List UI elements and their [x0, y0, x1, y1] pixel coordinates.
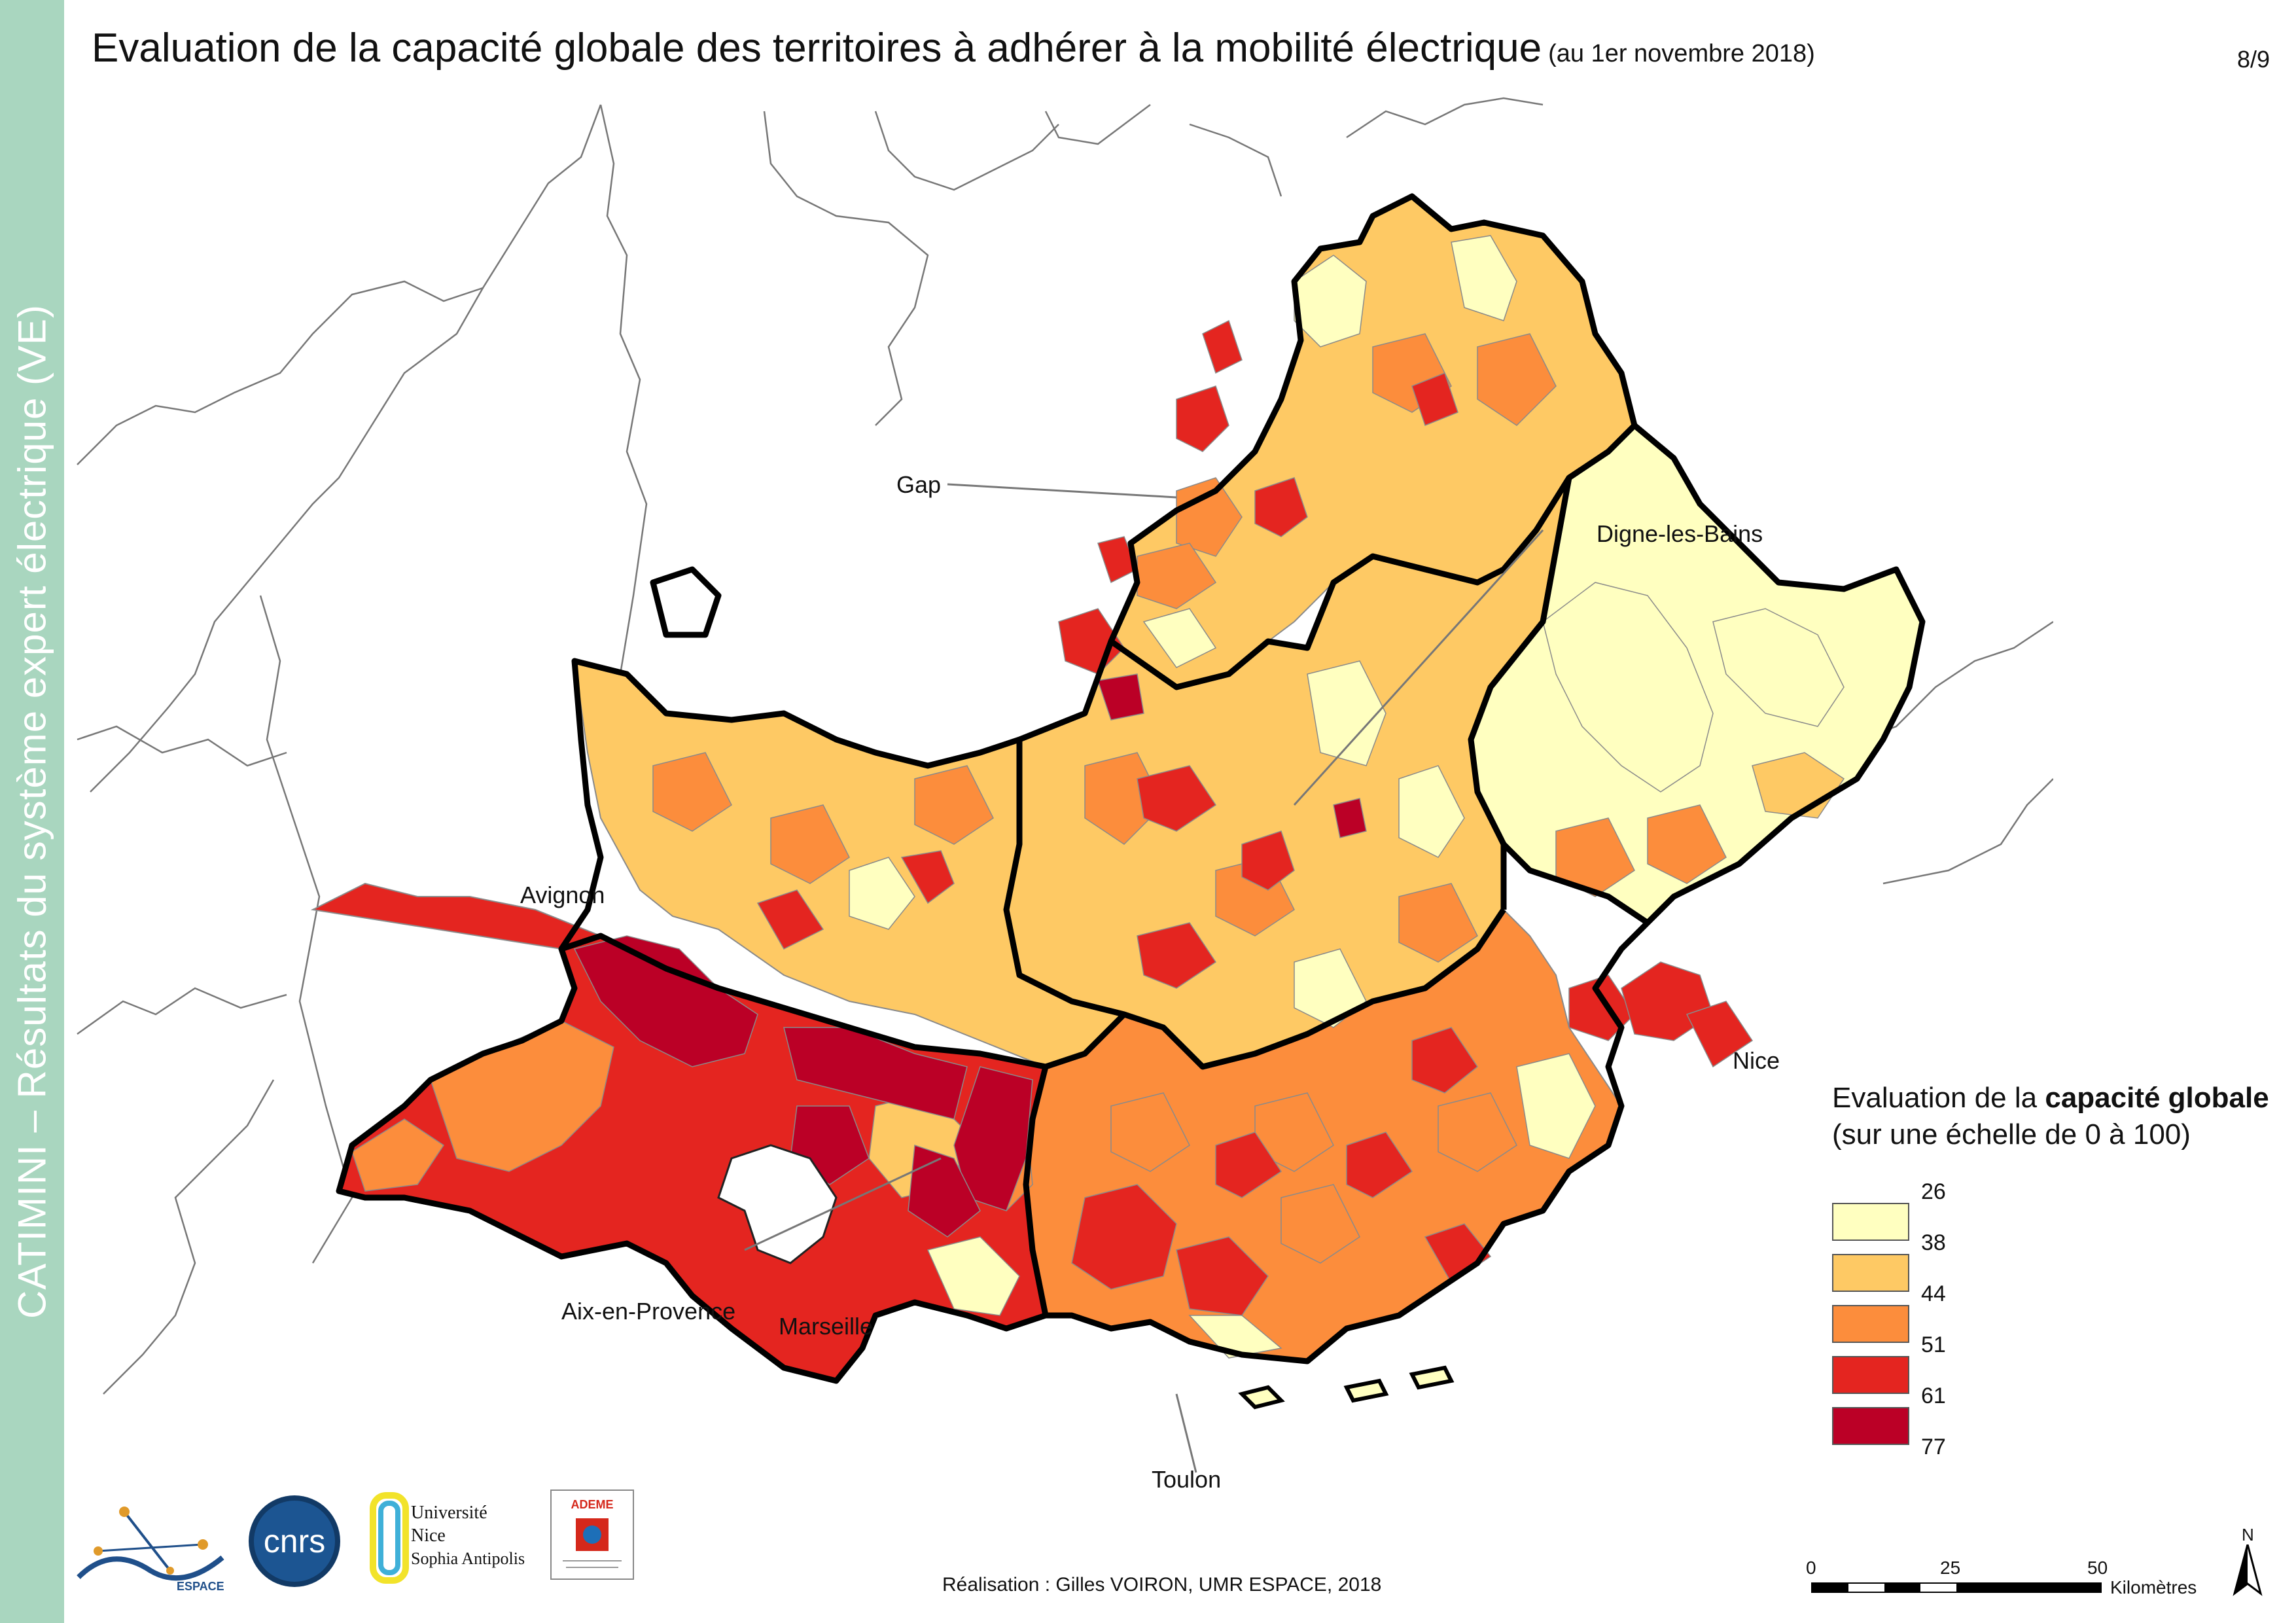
legend-swatch-2 [1832, 1254, 1909, 1292]
legend-break-1: 26 [1921, 1179, 1946, 1204]
background-boundaries [77, 97, 2053, 1395]
legend-swatch-4 [1832, 1356, 1909, 1394]
legend-swatch-3 [1832, 1305, 1909, 1343]
city-label-avignon: Avignon [520, 882, 605, 908]
city-label-nice: Nice [1733, 1047, 1780, 1074]
islands [1238, 1365, 1455, 1410]
unice-logo-line1: Université [411, 1503, 487, 1523]
legend-title-bold: capacité globale [2045, 1082, 2269, 1114]
scale-tick-0: 0 [1806, 1558, 1816, 1578]
commune-patches [351, 235, 1845, 1359]
page-number: 8/9 [2236, 46, 2270, 73]
legend-break-4: 51 [1921, 1332, 1946, 1357]
sidebar-band: CATIMINI – Résultats du système expert é… [0, 0, 64, 1623]
etang-de-berre [717, 1144, 838, 1264]
map-legend: Evaluation de la capacité globale (sur u… [1832, 1080, 2269, 1459]
legend-subtitle: (sur une échelle de 0 à 100) [1832, 1118, 2191, 1150]
department-boundaries [336, 193, 1926, 1384]
legend-title: Evaluation de la capacité globale [1832, 1082, 2269, 1114]
cnrs-logo: cnrs [249, 1495, 340, 1587]
legend-swatch-5 [1832, 1407, 1909, 1445]
espace-logo: ESPACE [77, 1507, 224, 1593]
unice-logo-line3: Sophia Antipolis [411, 1549, 525, 1568]
espace-logo-text: ESPACE [177, 1580, 224, 1593]
ademe-logo-text: ADEME [571, 1498, 613, 1511]
legend-swatch-1 [1832, 1203, 1909, 1241]
city-label-gap: Gap [896, 471, 942, 498]
legend-break-5: 61 [1921, 1383, 1946, 1408]
legend-break-6: 77 [1921, 1435, 1946, 1459]
city-label-digne: Digne-les-Bains [1597, 520, 1763, 547]
city-label-aix: Aix-en-Provence [561, 1298, 736, 1325]
city-label-marseille: Marseille [779, 1313, 874, 1340]
unice-logo: Université Nice Sophia Antipolis [370, 1492, 525, 1584]
legend-break-2: 38 [1921, 1230, 1946, 1255]
map-title-main: Evaluation de la capacité globale des te… [92, 26, 1542, 71]
legend-break-3: 44 [1921, 1281, 1946, 1306]
scale-tick-50: 50 [2087, 1558, 2108, 1578]
scale-unit: Kilomètres [2110, 1577, 2197, 1597]
map-title-date: (au 1er novembre 2018) [1548, 40, 1815, 67]
scale-tick-25: 25 [1940, 1558, 1961, 1578]
sidebar-caption: CATIMINI – Résultats du système expert é… [10, 304, 54, 1319]
city-label-toulon: Toulon [1152, 1466, 1222, 1493]
unice-logo-line2: Nice [411, 1525, 446, 1546]
cnrs-logo-text: cnrs [264, 1523, 325, 1560]
credit-text: Réalisation : Gilles VOIRON, UMR ESPACE,… [942, 1574, 1382, 1596]
choropleth-map [77, 97, 2053, 1473]
map-title: Evaluation de la capacité globale des te… [92, 25, 1815, 71]
city-leaders [744, 483, 1544, 1473]
north-arrow-icon [2233, 1544, 2263, 1596]
north-arrow-label: N [2242, 1525, 2254, 1544]
scale-bar-graphic [1811, 1582, 2102, 1593]
ademe-logo: ADEME [550, 1489, 634, 1580]
